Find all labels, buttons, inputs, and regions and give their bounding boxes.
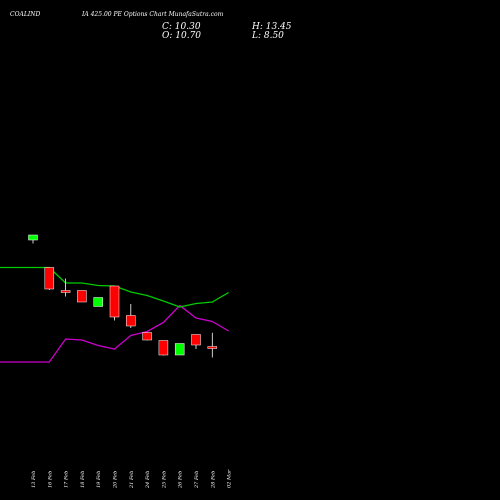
high-value: H: 13.45 bbox=[252, 22, 292, 32]
low-value: L: 8.50 bbox=[252, 31, 284, 41]
candle-body bbox=[142, 332, 152, 341]
x-tick-label: 28 Feb bbox=[210, 471, 216, 489]
candle-body bbox=[191, 334, 201, 346]
x-tick-label: 20 Feb bbox=[113, 471, 119, 489]
candle-body bbox=[207, 346, 218, 349]
x-tick-label: 18 Feb bbox=[80, 471, 86, 488]
candle-body bbox=[126, 315, 136, 327]
candle-body bbox=[174, 343, 185, 356]
chart-title: IA 425.00 PE Options Chart MunafaSutra.c… bbox=[82, 11, 224, 18]
x-tick-label: 16 Feb bbox=[47, 471, 53, 488]
x-tick-label: 25 Feb bbox=[161, 471, 167, 489]
x-tick-label: 19 Feb bbox=[96, 471, 102, 488]
candle-body bbox=[109, 285, 120, 318]
candle-body bbox=[77, 290, 87, 303]
x-tick-label: 02 Mar bbox=[227, 469, 233, 488]
chart-symbol: COALIND bbox=[10, 11, 41, 18]
x-tick-label: 24 Feb bbox=[145, 471, 151, 489]
x-tick-label: 26 Feb bbox=[178, 471, 184, 489]
magenta-line bbox=[0, 304, 229, 363]
open-value: O: 10.70 bbox=[162, 31, 202, 41]
close-value: C: 10.30 bbox=[162, 22, 201, 32]
x-tick-label: 13 Feb bbox=[31, 471, 37, 488]
candle-body bbox=[60, 290, 71, 293]
candle-body bbox=[28, 234, 38, 241]
candle-body bbox=[158, 340, 169, 356]
x-tick-label: 27 Feb bbox=[194, 471, 200, 489]
candle-body bbox=[44, 267, 55, 290]
x-tick-label: 17 Feb bbox=[64, 471, 70, 488]
x-tick-label: 21 Feb bbox=[129, 471, 135, 489]
candle-body bbox=[93, 297, 103, 307]
